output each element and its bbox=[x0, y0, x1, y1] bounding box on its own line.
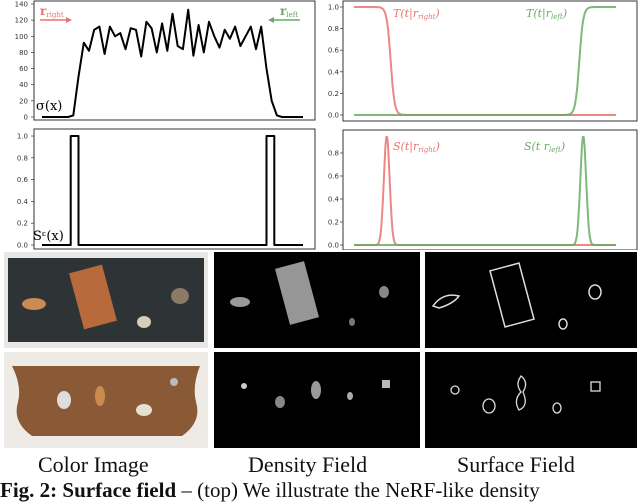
density-plot: 0 20 40 60 80 100 120 140 bbox=[15, 0, 316, 122]
column-label-color-image: Color Image bbox=[38, 452, 149, 477]
y-tick-label: 0.8 bbox=[328, 25, 339, 33]
figure-caption: Fig. 2: Surface field – (top) We illustr… bbox=[0, 478, 540, 502]
t-right-label: T(t|rright) bbox=[393, 7, 440, 21]
density-field-1 bbox=[214, 252, 420, 348]
y-tick-label: 1.0 bbox=[17, 133, 28, 141]
axes-frame bbox=[342, 129, 638, 250]
y-tick-label: 0.0 bbox=[17, 242, 28, 250]
series-line bbox=[353, 136, 617, 246]
y-tick-label: 120 bbox=[15, 17, 28, 25]
r-right-label: rright bbox=[40, 4, 64, 19]
y-tick-label: 140 bbox=[15, 1, 28, 9]
arrow-left-icon bbox=[268, 17, 300, 23]
y-tick-label: 0.6 bbox=[17, 176, 29, 184]
transmittance-plot: 0.0 0.2 0.4 0.6 0.8 1.0 bbox=[328, 0, 638, 122]
y-tick-label: 0.4 bbox=[17, 198, 29, 206]
y-tick-label: 0.8 bbox=[328, 150, 339, 158]
s-right-label: S(t|rright) bbox=[393, 140, 440, 154]
y-tick-label: 80 bbox=[19, 49, 28, 57]
r-left-label: rleft bbox=[280, 4, 298, 19]
y-tick-label: 100 bbox=[15, 33, 28, 41]
arrow-right-icon bbox=[40, 17, 72, 23]
y-tick-label: 20 bbox=[19, 97, 28, 105]
surface-indicator-plot: 0.0 0.2 0.4 0.6 0.8 1.0 bbox=[17, 128, 316, 250]
series-line bbox=[42, 135, 303, 246]
surface-weight-plot: 0.0 0.2 0.4 0.6 0.8 bbox=[328, 129, 638, 250]
plots: 0 20 40 60 80 100 120 140 0.0 0.2 0.4 0.6 0.8 1.0 0.… bbox=[15, 0, 638, 250]
y-tick-label: 0 bbox=[24, 114, 28, 122]
surface-field-1 bbox=[425, 252, 637, 348]
y-tick-label: 0.2 bbox=[328, 219, 339, 227]
y-tick-label: 0.2 bbox=[17, 220, 28, 228]
color-image-1 bbox=[4, 252, 208, 348]
y-tick-label: 60 bbox=[19, 65, 28, 73]
density-field-2 bbox=[214, 352, 420, 448]
column-label-surface-field: Surface Field bbox=[457, 452, 575, 477]
y-tick-label: 0.4 bbox=[328, 196, 340, 204]
s-left-label: S(t rleft) bbox=[524, 140, 565, 154]
y-tick-label: 0.4 bbox=[328, 68, 340, 76]
series-line bbox=[42, 8, 303, 118]
y-tick-label: 0.8 bbox=[17, 154, 28, 162]
se-label: Sᵋ(x) bbox=[33, 229, 64, 244]
surface-field-2 bbox=[425, 352, 637, 448]
column-label-density-field: Density Field bbox=[248, 452, 368, 477]
y-tick-label: 0.0 bbox=[328, 112, 339, 120]
y-tick-label: 0.0 bbox=[328, 242, 339, 250]
series-line bbox=[353, 6, 617, 116]
axes-frame bbox=[33, 128, 316, 250]
y-tick-label: 0.6 bbox=[328, 47, 340, 55]
sigma-label: σ(x) bbox=[36, 99, 62, 114]
y-tick-label: 40 bbox=[19, 81, 28, 89]
axes-frame bbox=[33, 0, 316, 121]
color-image-2 bbox=[4, 352, 208, 448]
t-left-label: T(t|rleft) bbox=[526, 7, 567, 21]
y-tick-label: 1.0 bbox=[328, 4, 339, 12]
y-tick-label: 0.2 bbox=[328, 90, 339, 98]
y-tick-label: 0.6 bbox=[328, 173, 340, 181]
axes-frame bbox=[342, 0, 638, 122]
